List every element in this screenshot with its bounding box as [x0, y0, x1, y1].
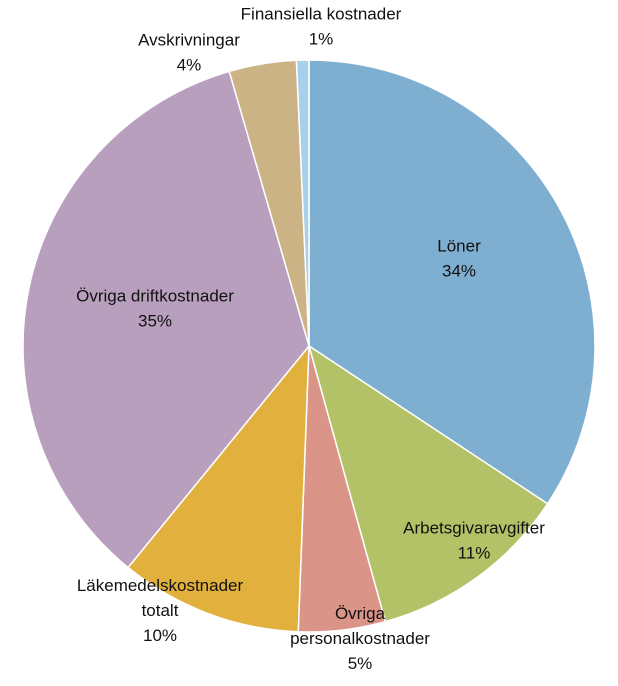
slice-category-label: Finansiella kostnader	[241, 5, 402, 24]
slice-label-6: Finansiella kostnader 1%	[241, 5, 402, 49]
slice-category-label: personalkostnader	[290, 629, 430, 648]
slice-percent-label: 5%	[348, 654, 373, 673]
slice-percent-label: 4%	[177, 56, 202, 75]
slice-labels: Löner 34% Arbetsgivaravgifter 11% Övriga pers…	[76, 5, 545, 674]
pie-slice-3	[127, 345, 310, 633]
pie-slice-1	[308, 345, 549, 623]
slice-label-1: Arbetsgivaravgifter 11%	[403, 519, 545, 563]
slice-percent-label: 11%	[458, 544, 491, 563]
slice-percent-label: 1%	[309, 30, 334, 49]
slice-label-2: Övriga personalkostnader 5%	[290, 604, 430, 673]
pie-slice-4	[22, 70, 310, 569]
pie-slice-6	[295, 59, 310, 347]
slice-category-label: Avskrivningar	[138, 31, 240, 50]
slice-label-3: Läkemedelskostnader totalt 10%	[77, 576, 244, 645]
slice-category-label: Arbetsgivaravgifter	[403, 519, 545, 538]
pie-slices	[22, 59, 596, 633]
slice-category-label: Löner	[437, 237, 481, 256]
slice-percent-label: 34%	[442, 262, 476, 281]
slice-percent-label: 35%	[138, 312, 172, 331]
slice-label-0: Löner 34%	[437, 237, 481, 281]
slice-label-4: Övriga driftkostnader 35%	[76, 287, 234, 331]
slice-category-label: Övriga driftkostnader	[76, 287, 234, 306]
slice-category-label: Övriga	[335, 604, 386, 623]
slice-label-5: Avskrivningar 4%	[138, 31, 240, 75]
slice-percent-label: 10%	[143, 626, 177, 645]
slice-category-label: Läkemedelskostnader	[77, 576, 244, 595]
slice-category-label: totalt	[142, 601, 179, 620]
